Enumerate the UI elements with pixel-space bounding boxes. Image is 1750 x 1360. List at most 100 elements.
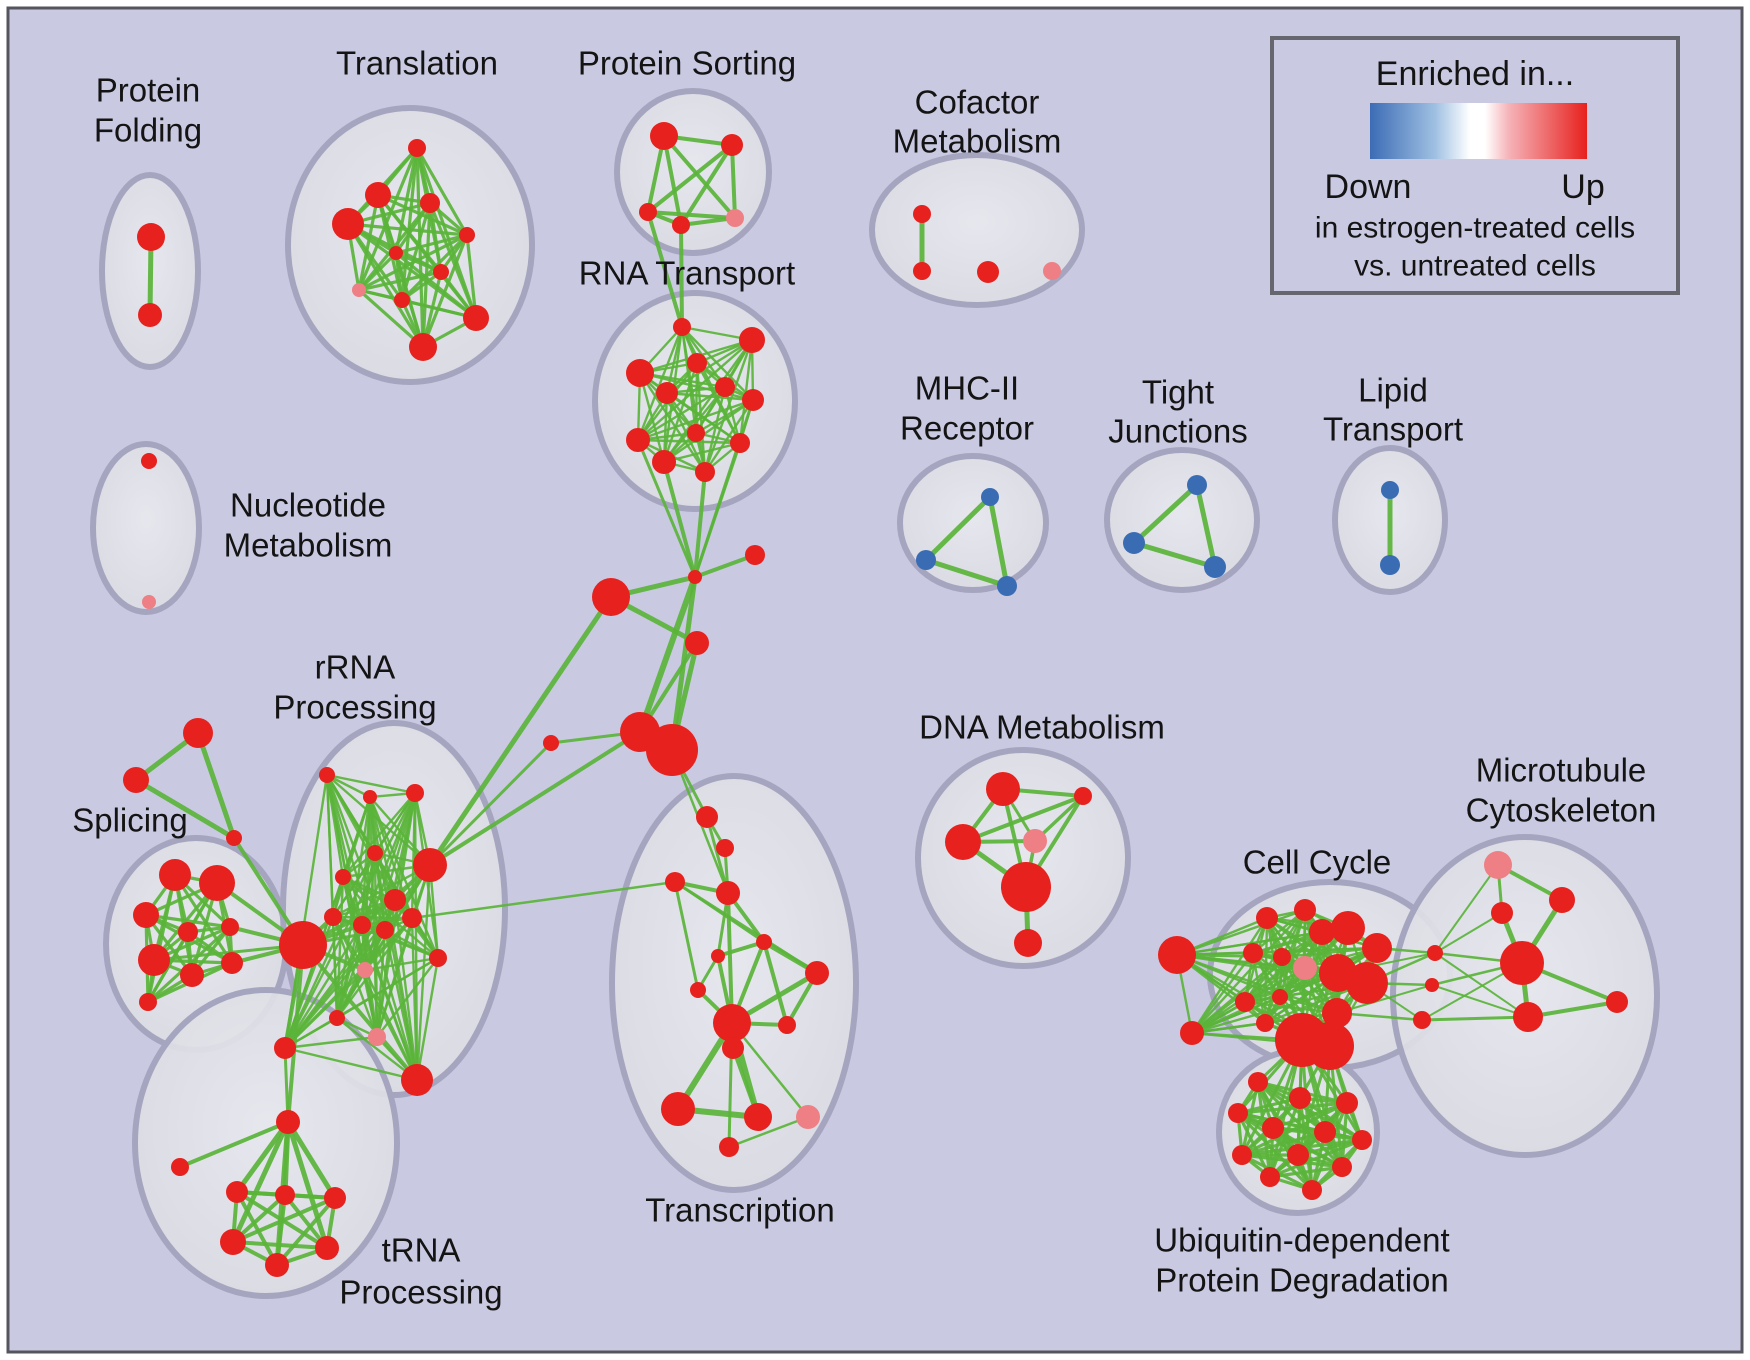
- edge: [465, 233, 478, 320]
- gene-set-node-n1: [142, 595, 156, 609]
- edge: [679, 143, 734, 227]
- gene-set-node-u9: [1332, 1157, 1352, 1177]
- edge: [705, 815, 730, 895]
- legend: Enriched in... Down Up in estrogen-treated …: [1270, 36, 1680, 295]
- edge: [1336, 984, 1433, 1014]
- edge: [762, 940, 789, 1027]
- gene-set-node-m0: [1484, 851, 1512, 879]
- edge: [357, 233, 469, 292]
- edge: [152, 943, 305, 962]
- edges: [133, 134, 1619, 1268]
- edge: [1251, 908, 1307, 955]
- gene-set-node-tx7: [690, 982, 706, 998]
- cluster-ellipse-nucleotide-metabolism: [90, 441, 202, 615]
- edge: [923, 557, 1010, 589]
- cluster-label-transcription-line1: Transcription: [645, 1192, 835, 1229]
- edge: [738, 338, 754, 445]
- cluster-ellipse-trna-processing: [132, 987, 400, 1299]
- edge: [283, 1046, 419, 1082]
- gene-set-node-r1: [739, 327, 765, 353]
- edge: [679, 223, 684, 329]
- gene-set-node-cn1: [745, 545, 765, 565]
- gene-set-node-r2: [687, 353, 707, 373]
- edge: [360, 923, 419, 1082]
- edge: [662, 134, 683, 227]
- cluster-label-protein-sorting-line1: Protein Sorting: [578, 45, 796, 82]
- cluster-ellipse-mhc-ii-receptor: [897, 453, 1049, 593]
- gene-set-node-tx3: [716, 881, 740, 905]
- gene-set-node-t1: [365, 182, 391, 208]
- gene-set-node-u11: [1302, 1180, 1322, 1200]
- cluster-label-trna-processing-line1: tRNA: [382, 1232, 461, 1269]
- gene-set-node-c2: [977, 261, 999, 283]
- edge: [394, 251, 443, 274]
- gene-set-node-rr1: [363, 790, 377, 804]
- edge: [1194, 482, 1218, 570]
- gene-set-node-p3: [672, 216, 690, 234]
- gene-set-node-r4: [656, 382, 678, 404]
- gene-set-node-t0: [408, 139, 426, 157]
- edge: [283, 898, 397, 1050]
- gene-set-node-tx10: [722, 1037, 744, 1059]
- edge: [427, 594, 614, 868]
- edge: [662, 460, 697, 579]
- edge: [673, 880, 700, 992]
- edge: [703, 398, 755, 474]
- legend-title: Enriched in...: [1376, 55, 1574, 93]
- gene-set-node-r11: [695, 462, 715, 482]
- cluster-label-rna-transport-line1: RNA Transport: [579, 255, 795, 292]
- cluster-label-cell-cycle-line1: Cell Cycle: [1243, 844, 1392, 881]
- edge: [1190, 916, 1269, 1035]
- edge: [400, 201, 432, 302]
- edge: [730, 143, 737, 220]
- edge: [144, 913, 232, 929]
- gene-set-node-cc1: [1180, 1021, 1204, 1045]
- gene-set-node-cc7: [1243, 943, 1263, 963]
- edge: [662, 134, 737, 220]
- cluster-ellipse-cofactor-metabolism: [869, 152, 1085, 308]
- gene-set-node-sp6: [221, 952, 243, 974]
- edge: [637, 574, 698, 735]
- gene-set-node-rr10: [402, 908, 422, 928]
- cluster-label-mhc-ii-receptor-line1: MHC-II: [915, 370, 1019, 407]
- gene-set-node-cc13: [1272, 989, 1288, 1005]
- gene-set-node-tx6: [805, 961, 829, 985]
- gene-set-node-cc3: [1294, 899, 1316, 921]
- edge: [1434, 912, 1503, 954]
- edge: [325, 773, 417, 795]
- edge: [285, 1119, 330, 1251]
- edge: [636, 325, 684, 442]
- edge: [1131, 540, 1218, 570]
- cluster-label-protein-folding-line1: Protein: [96, 72, 201, 109]
- gene-set-node-d1: [1074, 787, 1092, 805]
- gene-set-node-u1: [1289, 1087, 1311, 1109]
- gene-set-node-rr14: [329, 1010, 345, 1026]
- gene-set-node-h1: [275, 1185, 295, 1205]
- edge: [428, 201, 478, 320]
- cluster-ellipse-rna-transport: [592, 290, 798, 512]
- gene-set-node-cc6: [1362, 933, 1392, 963]
- gene-set-node-rr4: [413, 848, 447, 882]
- edge: [341, 875, 414, 920]
- gene-set-node-m7: [1425, 978, 1439, 992]
- gene-set-node-cc4: [1309, 919, 1335, 945]
- edge: [178, 1120, 290, 1169]
- nodes: [123, 122, 1628, 1277]
- gene-set-node-tx9: [778, 1016, 796, 1034]
- edge: [1434, 864, 1499, 954]
- gene-set-node-b6: [1381, 481, 1399, 499]
- gene-set-node-m5: [1606, 991, 1628, 1013]
- gene-set-node-th: [276, 1110, 300, 1134]
- cluster-label-cofactor-metabolism-line2: Metabolism: [893, 123, 1062, 160]
- edge: [1175, 908, 1307, 957]
- edge: [646, 210, 684, 329]
- edge: [357, 251, 398, 292]
- gene-set-node-rr5: [335, 869, 351, 885]
- edge: [400, 146, 419, 302]
- cluster-label-lipid-transport-line2: Transport: [1323, 411, 1463, 448]
- gene-set-node-tx11: [661, 1092, 695, 1126]
- gene-set-node-p4: [726, 209, 744, 227]
- edge: [646, 143, 734, 214]
